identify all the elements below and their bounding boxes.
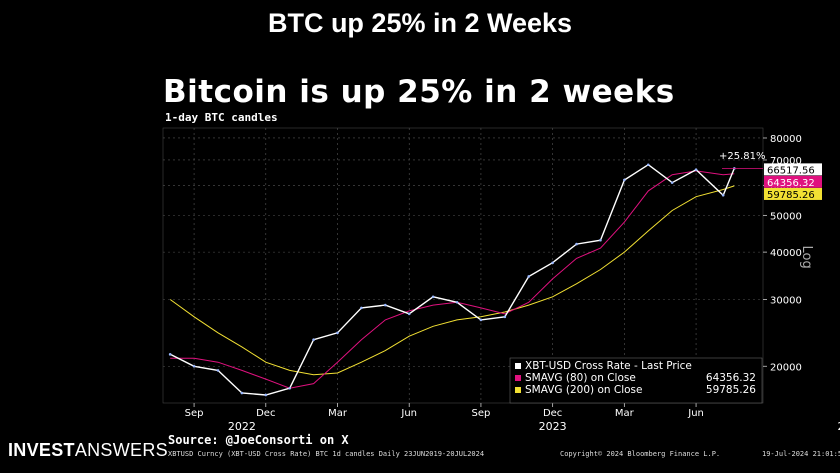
- gain-annotation: +25.81%: [719, 151, 766, 162]
- price-point: [336, 331, 339, 335]
- x-tick-label: Jun: [687, 408, 704, 419]
- x-year-label: 2023: [539, 420, 567, 433]
- brand-logo: INVESTANSWERS: [8, 440, 168, 461]
- price-point: [216, 369, 220, 372]
- price-point: [455, 300, 459, 304]
- price-point: [694, 168, 698, 171]
- x-tick-label: Sep: [471, 408, 490, 419]
- legend-swatch: [515, 363, 521, 369]
- price-point: [264, 393, 268, 397]
- last-value-tag: [764, 175, 822, 188]
- legend-label: XBT-USD Cross Rate - Last Price: [525, 360, 692, 372]
- y-tick-label: 40000: [770, 248, 802, 259]
- price-point: [431, 295, 435, 299]
- x-year-label: 2024: [837, 420, 840, 433]
- legend-swatch: [515, 375, 521, 381]
- price-point: [575, 242, 578, 246]
- footer-ticker-info: XBTUSD Curncy (XBT-USD Cross Rate) BTC 1…: [168, 450, 485, 458]
- x-tick-label: Mar: [615, 408, 635, 419]
- x-tick-label: Sep: [185, 408, 204, 419]
- price-point: [479, 318, 483, 322]
- x-tick-label: Dec: [543, 408, 562, 419]
- last-value-label: 66517.56: [767, 165, 815, 176]
- footer-timestamp: 19-Jul-2024 21:01:52: [762, 450, 840, 458]
- x-tick-label: Jun: [400, 408, 417, 419]
- logo-light-text: ANSWERS: [74, 440, 168, 460]
- x-tick-label: Dec: [256, 408, 275, 419]
- y-tick-label: 50000: [770, 211, 802, 222]
- price-point: [360, 306, 363, 310]
- price-point: [503, 315, 507, 319]
- price-point: [646, 163, 650, 167]
- last-value-label: 64356.32: [767, 178, 815, 189]
- price-point: [192, 364, 196, 368]
- price-point: [384, 303, 387, 307]
- chart-title: Bitcoin is up 25% in 2 weeks: [163, 74, 675, 110]
- y-tick-label: 70000: [770, 156, 802, 167]
- footer-copyright: Copyright© 2024 Bloomberg Finance L.P.: [560, 450, 721, 458]
- price-point: [623, 178, 626, 182]
- legend-box: [509, 357, 763, 404]
- price-point: [240, 391, 244, 395]
- legend-label: SMAVG (80) on Close: [525, 372, 636, 384]
- price-point: [312, 338, 315, 342]
- legend-label: SMAVG (200) on Close: [525, 384, 642, 396]
- price-point: [670, 181, 674, 184]
- price-point: [407, 312, 411, 316]
- y-tick-label: 80000: [770, 134, 802, 145]
- y-tick-label: 20000: [770, 362, 802, 373]
- x-tick-label: Mar: [328, 408, 348, 419]
- y-tick-label: 30000: [770, 295, 802, 306]
- last-value-tag: [764, 163, 822, 176]
- last-value-label: 59785.26: [767, 190, 815, 201]
- logo-bold-text: INVEST: [8, 440, 75, 460]
- price-point: [168, 353, 172, 356]
- source-credit: Source: @JoeConsorti on X: [168, 433, 349, 447]
- y-axis-label: Log: [799, 246, 814, 269]
- price-point: [527, 275, 531, 278]
- chart-subtitle: 1-day BTC candles: [165, 111, 278, 124]
- series-line-sma200: [169, 185, 735, 376]
- headline: BTC up 25% in 2 Weeks: [267, 8, 573, 38]
- price-point: [288, 386, 291, 390]
- last-value-tag: [764, 187, 822, 200]
- legend-value: 64356.32: [706, 372, 756, 384]
- legend-value: 59785.26: [706, 384, 756, 396]
- price-point: [599, 238, 602, 242]
- price-point: [551, 261, 554, 265]
- price-point: [721, 193, 725, 197]
- legend-swatch: [515, 387, 521, 393]
- plot-frame: [162, 127, 764, 404]
- x-year-label: 2022: [228, 420, 256, 433]
